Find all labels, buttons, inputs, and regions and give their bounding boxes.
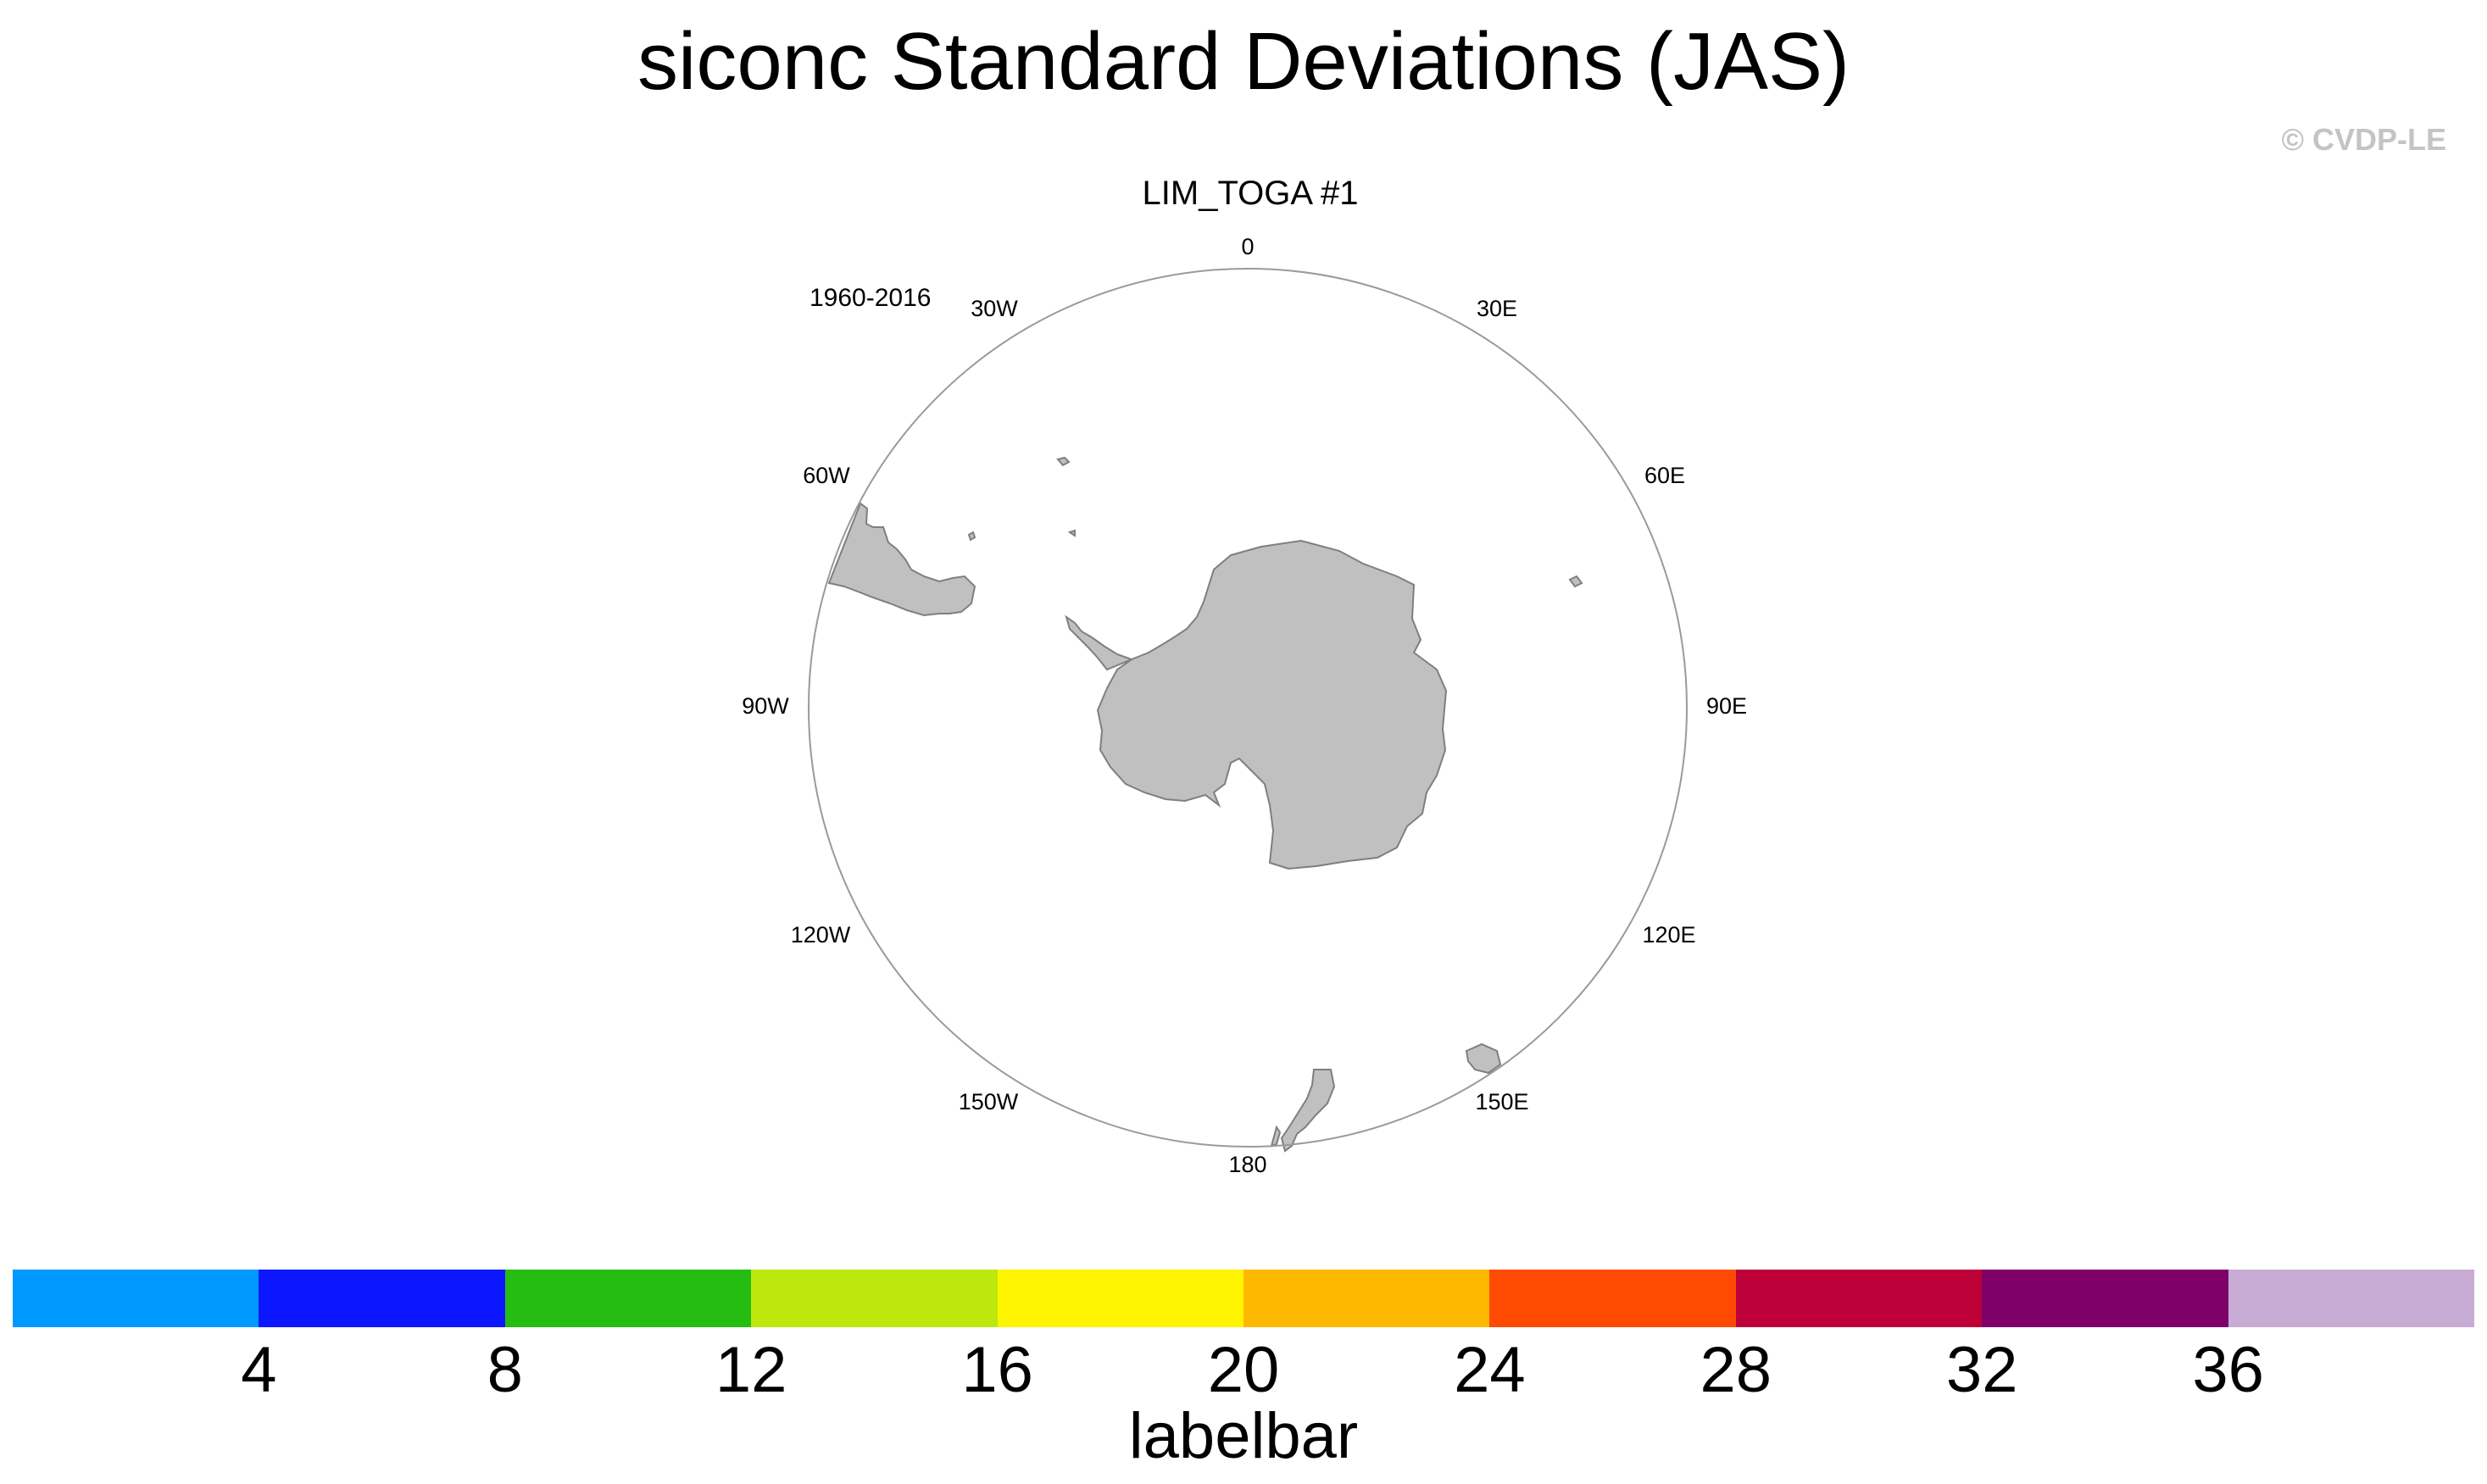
falkland-islands [967,531,976,542]
longitude-labels: 0 30E 60E 90E 120E 150E 180 150W 120W 90… [742,234,1747,1177]
labelbar-box-7 [1735,1270,1983,1327]
longitude-label-30e: 30E [1477,296,1517,321]
labelbar-box-1 [259,1270,505,1327]
labelbar-title: labelbar [1128,1400,1359,1472]
south-georgia [1056,456,1071,467]
labelbar-box-2 [504,1270,752,1327]
new-zealand [1270,1069,1336,1153]
plot-title: siconc Standard Deviations (JAS) [637,16,1850,107]
labelbar-tick-label: 36 [2192,1334,2264,1406]
longitude-label-60w: 60W [803,463,850,488]
copyright-label: © CVDP-LE [2281,122,2446,157]
south-orkney [1067,529,1076,537]
labelbar-tick-label: 8 [487,1334,523,1406]
labelbar-tick-label: 4 [241,1334,277,1406]
labelbar-box-3 [751,1270,998,1327]
labelbar-tick-label: 20 [1207,1334,1280,1406]
longitude-label-60e: 60E [1644,463,1685,488]
period-label: 1960-2016 [810,284,932,312]
longitude-label-150e: 150E [1475,1089,1528,1114]
labelbar-box-6 [1489,1270,1736,1327]
labelbar-box-0 [13,1270,259,1327]
longitude-label-90w: 90W [742,693,789,719]
labelbar-box-8 [1982,1270,2228,1327]
labelbar-box-4 [997,1270,1244,1327]
map-boundary [808,268,1688,1148]
color-labelbar [13,1270,2475,1327]
antarctica [1096,539,1448,870]
labelbar-tick-label: 12 [715,1334,787,1406]
labelbar-tick-label: 24 [1454,1334,1526,1406]
longitude-label-180: 180 [1228,1152,1266,1177]
labelbar-tick-label: 32 [1945,1334,2018,1406]
longitude-label-90e: 90E [1706,693,1747,719]
labelbar-tick-label: 28 [1700,1334,1772,1406]
labelbar-tick-label: 16 [961,1334,1033,1406]
south-america-tip [827,502,976,617]
longitude-label-120w: 120W [791,922,851,948]
longitude-label-30w: 30W [971,296,1018,321]
longitude-label-120e: 120E [1642,922,1695,948]
longitude-label-150w: 150W [959,1089,1019,1114]
land-masses [827,456,1583,1153]
labelbar-box-9 [2228,1270,2475,1327]
tasmania [1465,1042,1502,1075]
longitude-label-0: 0 [1241,234,1254,259]
antarctic-peninsula [1065,614,1134,671]
panel-title: LIM_TOGA #1 [1142,175,1359,212]
labelbar-box-5 [1244,1270,1490,1327]
kerguelen-island [1568,575,1583,588]
